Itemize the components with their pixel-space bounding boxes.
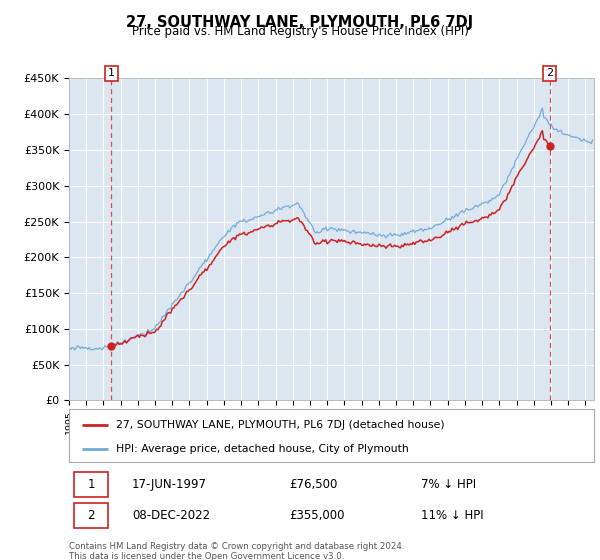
Text: 27, SOUTHWAY LANE, PLYMOUTH, PL6 7DJ (detached house): 27, SOUTHWAY LANE, PLYMOUTH, PL6 7DJ (de… [116, 420, 445, 430]
Text: 08-DEC-2022: 08-DEC-2022 [132, 509, 210, 522]
Text: 7% ↓ HPI: 7% ↓ HPI [421, 478, 476, 491]
Text: Contains HM Land Registry data © Crown copyright and database right 2024.
This d: Contains HM Land Registry data © Crown c… [69, 542, 404, 560]
Text: £355,000: £355,000 [290, 509, 345, 522]
Text: Price paid vs. HM Land Registry's House Price Index (HPI): Price paid vs. HM Land Registry's House … [131, 25, 469, 38]
Text: HPI: Average price, detached house, City of Plymouth: HPI: Average price, detached house, City… [116, 444, 409, 454]
Text: 2: 2 [88, 509, 95, 522]
Text: 2: 2 [546, 68, 553, 78]
Text: 17-JUN-1997: 17-JUN-1997 [132, 478, 207, 491]
Text: 27, SOUTHWAY LANE, PLYMOUTH, PL6 7DJ: 27, SOUTHWAY LANE, PLYMOUTH, PL6 7DJ [127, 15, 473, 30]
Text: 1: 1 [88, 478, 95, 491]
Text: 1: 1 [108, 68, 115, 78]
Text: £76,500: £76,500 [290, 478, 338, 491]
FancyBboxPatch shape [74, 503, 109, 528]
FancyBboxPatch shape [74, 472, 109, 497]
Text: 11% ↓ HPI: 11% ↓ HPI [421, 509, 484, 522]
